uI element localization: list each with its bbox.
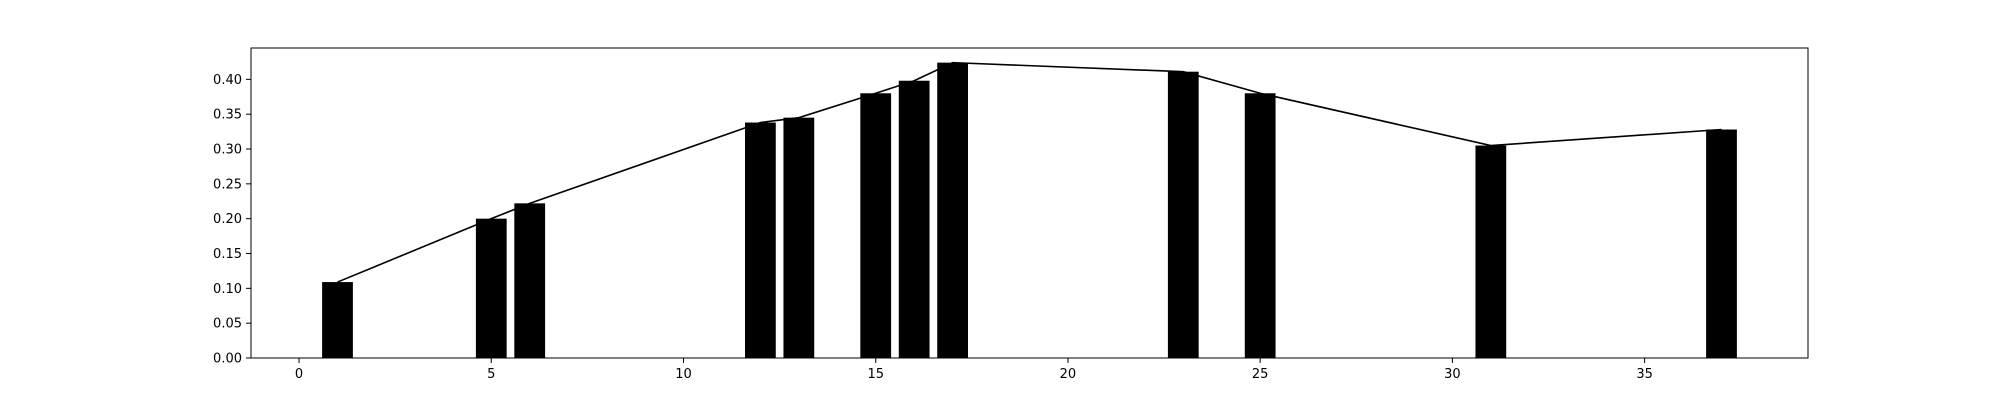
x-tick-label: 35 [1636, 367, 1653, 382]
bar [1167, 71, 1199, 358]
y-tick-label: 0.00 [213, 352, 242, 367]
x-tick-label: 20 [1060, 367, 1077, 382]
x-tick-label: 5 [487, 367, 495, 382]
bar [745, 122, 776, 358]
y-tick-label: 0.05 [213, 317, 242, 332]
series-line [337, 61, 1722, 283]
x-tick-label: 15 [867, 367, 884, 382]
line-group [337, 61, 1722, 283]
bar [475, 218, 507, 358]
bar [514, 203, 546, 358]
bar [1244, 93, 1276, 358]
y-tick-label: 0.30 [213, 143, 242, 158]
y-tick-label: 0.15 [213, 247, 242, 262]
bar [783, 117, 815, 358]
x-axis: 0 5 10 15 20 25 30 35 [295, 358, 1653, 382]
bar [1475, 145, 1507, 358]
y-tick-label: 0.40 [213, 73, 242, 88]
y-axis: 0.00 0.05 0.10 0.15 0.20 0.25 0.30 0.35 0.40 [213, 73, 251, 367]
y-tick-label: 0.10 [213, 282, 242, 297]
x-tick-label: 10 [675, 367, 692, 382]
bar [860, 93, 892, 358]
bars-group [322, 62, 1737, 359]
bar [1706, 129, 1737, 358]
y-tick-label: 0.20 [213, 212, 242, 227]
bar [937, 62, 968, 358]
plot-frame [250, 47, 1809, 359]
bar [322, 282, 353, 358]
x-tick-label: 30 [1444, 367, 1461, 382]
y-tick-label: 0.25 [213, 177, 242, 192]
x-tick-label: 0 [295, 367, 303, 382]
y-tick-label: 0.35 [213, 108, 242, 123]
x-tick-label: 25 [1252, 367, 1269, 382]
bar [898, 80, 930, 359]
